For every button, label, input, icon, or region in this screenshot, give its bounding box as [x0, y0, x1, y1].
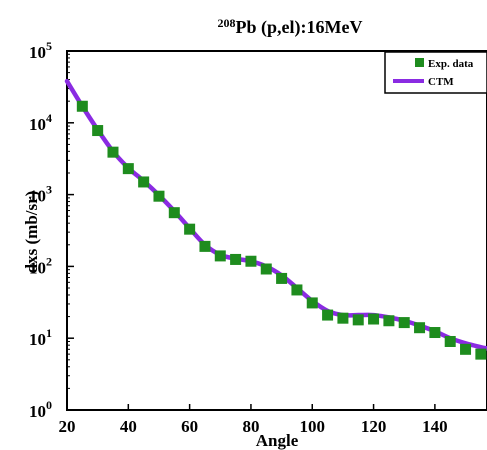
exp-data-point	[276, 272, 288, 284]
legend-label-ctm: CTM	[428, 76, 454, 88]
exp-data-point	[322, 309, 334, 321]
exp-data-point	[230, 253, 242, 265]
exp-data-point	[122, 163, 134, 175]
exp-data-point	[199, 240, 211, 252]
y-tick-label: 103	[29, 183, 52, 206]
chart-title-superscript: 208	[218, 16, 236, 30]
x-tick-label: 20	[59, 417, 76, 436]
exp-data-point	[260, 263, 272, 275]
x-tick-label: 120	[361, 417, 387, 436]
legend-label-exp-data: Exp. data	[428, 58, 474, 70]
exp-data-point	[153, 190, 165, 202]
y-tick-label: 104	[29, 111, 52, 134]
exp-data-point	[429, 327, 441, 339]
y-tick-exponent: 0	[46, 398, 52, 412]
y-tick-label: 102	[29, 254, 52, 277]
exp-data-point	[168, 207, 180, 219]
series-markers-group	[76, 100, 487, 360]
y-tick-exponent: 1	[46, 326, 52, 340]
legend-box	[384, 51, 487, 94]
exp-data-point	[92, 125, 104, 137]
y-tick-label: 100	[29, 398, 52, 421]
exp-data-point	[337, 312, 349, 324]
x-tick-label: 140	[422, 417, 448, 436]
x-tick-label: 100	[300, 417, 326, 436]
exp-data-point	[414, 322, 426, 334]
tick-marks	[66, 50, 436, 411]
y-tick-exponent: 2	[46, 254, 52, 268]
legend-marker-exp-data	[415, 58, 424, 67]
x-tick-label: 60	[181, 417, 198, 436]
exp-data-point	[352, 314, 364, 326]
x-tick-label: 80	[242, 417, 259, 436]
y-axis-label: dxs (mb/sr)	[22, 191, 41, 274]
y-tick-base: 10	[29, 115, 46, 134]
y-tick-base: 10	[29, 187, 46, 206]
chart-title: 208Pb (p,el):16MeV	[218, 16, 363, 38]
exp-data-point	[184, 223, 196, 235]
chart-title-text: Pb (p,el):16MeV	[236, 17, 363, 38]
plot-area	[66, 50, 487, 411]
exp-data-point	[368, 313, 380, 325]
exp-data-point	[460, 343, 472, 355]
y-tick-label: 101	[29, 326, 52, 349]
exp-data-point	[245, 255, 257, 267]
x-tick-labels: 20 40 60 80 100 120 140	[59, 417, 448, 436]
exp-data-point	[383, 315, 395, 327]
x-tick-label: 40	[120, 417, 137, 436]
exp-data-point	[306, 297, 318, 309]
exp-data-point	[291, 284, 303, 296]
exp-data-point	[107, 146, 119, 158]
y-tick-base: 10	[29, 43, 46, 62]
exp-data-point	[138, 176, 150, 188]
y-tick-exponent: 3	[46, 183, 52, 197]
y-tick-base: 10	[29, 330, 46, 349]
y-tick-exponent: 4	[46, 111, 52, 125]
exp-data-point	[475, 348, 487, 360]
exp-data-point	[398, 317, 410, 329]
y-tick-base: 10	[29, 402, 46, 421]
exp-data-point	[444, 335, 456, 347]
y-tick-exponent: 5	[46, 39, 52, 53]
y-tick-label: 105	[29, 39, 52, 62]
exp-data-point	[76, 100, 88, 112]
x-axis-label: Angle	[256, 431, 299, 450]
y-tick-base: 10	[29, 258, 46, 277]
legend: Exp. data CTM	[384, 51, 487, 94]
exp-data-point	[214, 250, 226, 262]
